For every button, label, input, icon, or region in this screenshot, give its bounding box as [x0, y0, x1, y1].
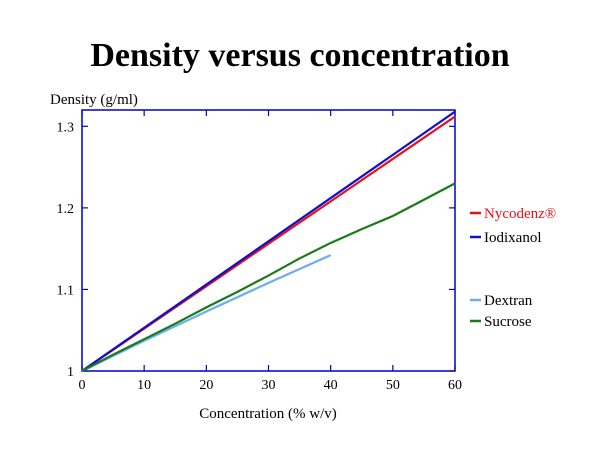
x-tick-label: 30: [262, 378, 276, 393]
y-tick-label: 1.3: [57, 120, 75, 135]
x-tick-label: 60: [448, 378, 462, 393]
series-line-sucrose: [81, 182, 456, 372]
x-tick-label: 0: [79, 378, 86, 393]
series-line-iodixanol: [81, 110, 456, 372]
x-tick-label: 50: [386, 378, 400, 393]
series-layer: [81, 110, 456, 372]
x-tick-label: 40: [324, 378, 338, 393]
x-tick-label: 10: [137, 378, 151, 393]
legend: Nycodenz® Iodixanol Dextran Sucrose: [470, 206, 556, 330]
x-axis-label: Concentration (% w/v): [199, 406, 336, 422]
series-line-dextran: [81, 254, 332, 372]
ticks: 0 10 20 30 40 50 60 1 1.1 1.2 1.3: [57, 110, 462, 393]
legend-label-nycodenz: Nycodenz®: [484, 206, 556, 222]
legend-label-sucrose: Sucrose: [484, 314, 532, 330]
legend-label-iodixanol: Iodixanol: [484, 230, 542, 246]
y-tick-label: 1: [67, 365, 74, 380]
x-tick-label: 20: [199, 378, 213, 393]
y-axis-label: Density (g/ml): [50, 92, 138, 108]
y-tick-label: 1.1: [57, 283, 75, 298]
y-tick-label: 1.2: [57, 202, 75, 217]
chart-title: Density versus concentration: [90, 37, 509, 74]
legend-label-dextran: Dextran: [484, 293, 533, 309]
